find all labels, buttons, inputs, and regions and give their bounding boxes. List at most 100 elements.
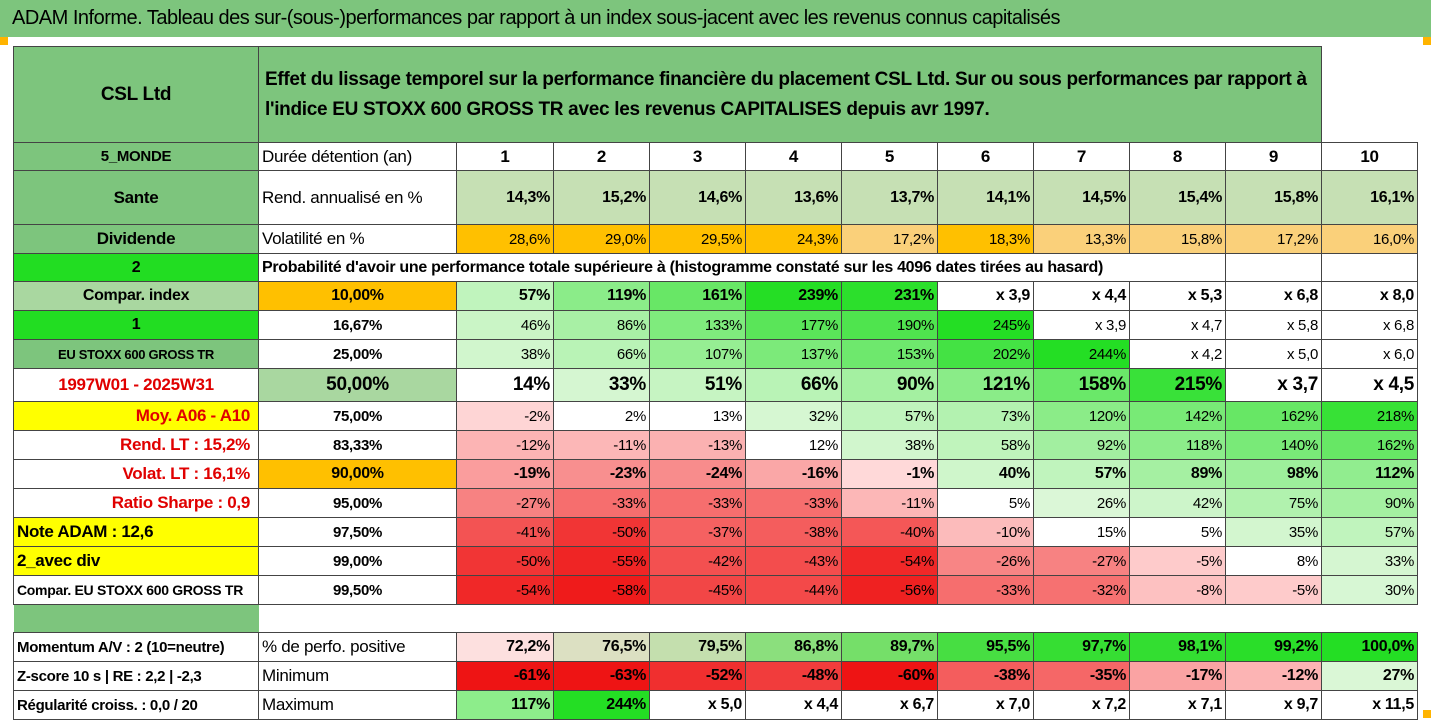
grid-value: 40% bbox=[937, 459, 1034, 489]
percentile-value: 50,00% bbox=[258, 368, 457, 402]
grid-value: 30% bbox=[1321, 575, 1418, 605]
grid-value: x 8,0 bbox=[1321, 281, 1418, 311]
grid-value: 118% bbox=[1129, 430, 1226, 460]
grid-value: -33% bbox=[649, 488, 746, 518]
grid-value: 57% bbox=[1321, 517, 1418, 547]
grid-value: 13% bbox=[649, 401, 746, 431]
footer-value: 89,7% bbox=[841, 632, 938, 662]
side-label: Sante bbox=[13, 170, 259, 225]
footer-value: x 5,0 bbox=[649, 690, 746, 720]
grid-value: 133% bbox=[649, 310, 746, 340]
rend-value: 14,5% bbox=[1033, 170, 1130, 225]
grid-value: -11% bbox=[553, 430, 650, 460]
grid-value: x 4,7 bbox=[1129, 310, 1226, 340]
grid-row: Compar. index 10,00% 57% 119% 161% 239% 231% x … bbox=[13, 281, 1418, 311]
percentile-value: 99,00% bbox=[258, 546, 457, 576]
duration-col-header: 1 bbox=[456, 142, 554, 171]
footer-value: x 6,7 bbox=[841, 690, 938, 720]
grid-value: x 3,9 bbox=[937, 281, 1034, 311]
grid-value: 98% bbox=[1225, 459, 1322, 489]
duration-col-header: 5 bbox=[841, 142, 938, 171]
grid-value: 162% bbox=[1225, 401, 1322, 431]
grid-value: -44% bbox=[745, 575, 842, 605]
duration-col-header: 8 bbox=[1129, 142, 1226, 171]
footer-value: 244% bbox=[553, 690, 650, 720]
footer-value: x 7,2 bbox=[1033, 690, 1130, 720]
grid-value: -55% bbox=[553, 546, 650, 576]
side-label: Note ADAM : 12,6 bbox=[13, 517, 259, 547]
grid-value: -27% bbox=[1033, 546, 1130, 576]
grid-value: 2% bbox=[553, 401, 650, 431]
footer-value: -63% bbox=[553, 661, 650, 691]
grid-value: 190% bbox=[841, 310, 938, 340]
footer-value: 76,5% bbox=[553, 632, 650, 662]
grid-value: -37% bbox=[649, 517, 746, 547]
percentile-value: 90,00% bbox=[258, 459, 457, 489]
vol-value: 29,5% bbox=[649, 224, 746, 254]
grid-value: 33% bbox=[1321, 546, 1418, 576]
footer-value: -12% bbox=[1225, 661, 1322, 691]
grid-value: -40% bbox=[841, 517, 938, 547]
grid-value: 90% bbox=[841, 368, 938, 402]
side-label: Dividende bbox=[13, 224, 259, 254]
grid-value: 38% bbox=[841, 430, 938, 460]
footer-value: -35% bbox=[1033, 661, 1130, 691]
grid-value: -10% bbox=[937, 517, 1034, 547]
grid-value: x 3,7 bbox=[1225, 368, 1322, 402]
grid-value: -1% bbox=[841, 459, 938, 489]
rend-value: 14,6% bbox=[649, 170, 746, 225]
grid-value: x 4,5 bbox=[1321, 368, 1418, 402]
footer-row: Régularité croiss. : 0,0 / 20 Maximum 117%… bbox=[13, 690, 1418, 720]
grid-value: 121% bbox=[937, 368, 1034, 402]
grid-value: 137% bbox=[745, 339, 842, 369]
grid-value: 215% bbox=[1129, 368, 1226, 402]
grid-value: 42% bbox=[1129, 488, 1226, 518]
footer-value: x 11,5 bbox=[1321, 690, 1418, 720]
grid-value: x 4,2 bbox=[1129, 339, 1226, 369]
grid-value: 35% bbox=[1225, 517, 1322, 547]
spacer-cell bbox=[259, 605, 1418, 633]
grid-value: -2% bbox=[456, 401, 554, 431]
grid-value: x 5,0 bbox=[1225, 339, 1322, 369]
grid-value: -19% bbox=[456, 459, 554, 489]
footer-value: 117% bbox=[456, 690, 554, 720]
rend-value: 15,8% bbox=[1225, 170, 1322, 225]
footer-value: -52% bbox=[649, 661, 746, 691]
percentile-value: 95,00% bbox=[258, 488, 457, 518]
grid-value: -5% bbox=[1225, 575, 1322, 605]
side-label: 5_MONDE bbox=[13, 142, 259, 171]
footer-value: 27% bbox=[1321, 661, 1418, 691]
side-label: Moy. A06 - A10 bbox=[13, 401, 259, 431]
grid-value: 112% bbox=[1321, 459, 1418, 489]
vol-label: Volatilité en % bbox=[258, 224, 457, 254]
vol-value: 17,2% bbox=[841, 224, 938, 254]
grid-value: -54% bbox=[456, 575, 554, 605]
grid-value: 57% bbox=[456, 281, 554, 311]
percentile-value: 16,67% bbox=[258, 310, 457, 340]
grid-value: 158% bbox=[1033, 368, 1130, 402]
vol-value: 13,3% bbox=[1033, 224, 1130, 254]
grid-value: x 6,8 bbox=[1321, 310, 1418, 340]
grid-value: 153% bbox=[841, 339, 938, 369]
corner-marker bbox=[1423, 37, 1431, 45]
side-label: 2_avec div bbox=[13, 546, 259, 576]
grid-value: 57% bbox=[841, 401, 938, 431]
grid-value: 202% bbox=[937, 339, 1034, 369]
footer-label: % de perfo. positive bbox=[258, 632, 457, 662]
side-label: Rend. LT : 15,2% bbox=[13, 430, 259, 460]
footer-value: 79,5% bbox=[649, 632, 746, 662]
grid-value: -24% bbox=[649, 459, 746, 489]
grid-value: 5% bbox=[1129, 517, 1226, 547]
grid-value: 66% bbox=[745, 368, 842, 402]
grid-value: 142% bbox=[1129, 401, 1226, 431]
footer-value: 97,7% bbox=[1033, 632, 1130, 662]
grid-value: 245% bbox=[937, 310, 1034, 340]
prob-row: 2 Probabilité d'avoir une performance tot… bbox=[13, 253, 1418, 282]
grid-value: 90% bbox=[1321, 488, 1418, 518]
percentile-value: 97,50% bbox=[258, 517, 457, 547]
footer-value: x 4,4 bbox=[745, 690, 842, 720]
duration-col-header: 3 bbox=[649, 142, 746, 171]
grid-value: -58% bbox=[553, 575, 650, 605]
grid-value: 8% bbox=[1225, 546, 1322, 576]
grid-value: -32% bbox=[1033, 575, 1130, 605]
